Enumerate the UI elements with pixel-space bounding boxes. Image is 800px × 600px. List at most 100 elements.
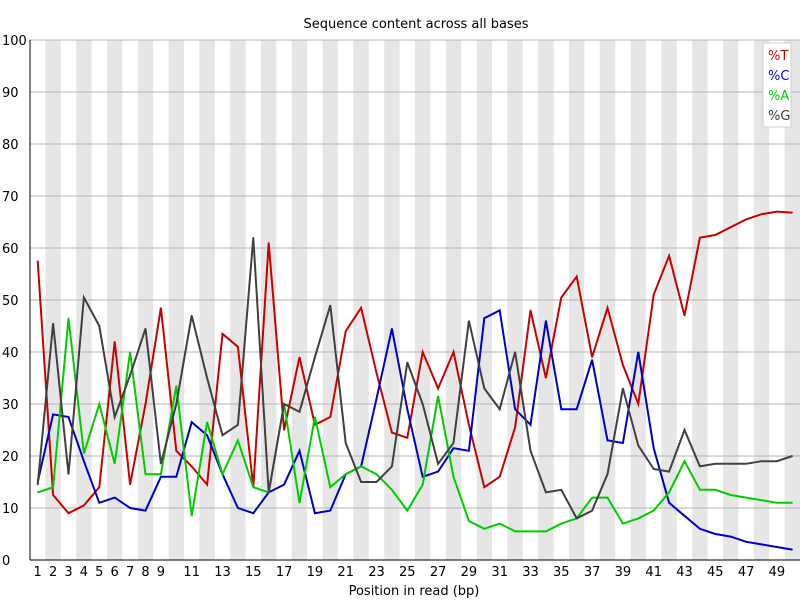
data-point xyxy=(760,213,763,215)
data-point xyxy=(622,442,624,444)
axes xyxy=(29,40,800,561)
data-point xyxy=(560,489,562,491)
data-point xyxy=(283,403,285,405)
x-tick-label: 23 xyxy=(368,565,385,580)
data-point xyxy=(560,523,562,525)
data-point xyxy=(591,359,593,361)
data-point xyxy=(129,507,131,509)
series-g xyxy=(36,237,793,520)
x-tick-label: 15 xyxy=(245,565,262,580)
x-tick-label: 19 xyxy=(307,565,324,580)
data-point xyxy=(237,439,239,441)
data-point xyxy=(637,517,639,520)
data-point xyxy=(483,486,485,488)
data-point xyxy=(114,341,116,343)
data-point xyxy=(391,465,393,467)
x-tick-label: 9 xyxy=(157,565,165,580)
data-point xyxy=(452,447,455,449)
x-tick-label: 4 xyxy=(80,565,88,580)
data-point xyxy=(314,424,316,426)
data-point xyxy=(745,541,747,543)
data-point xyxy=(514,530,516,533)
data-point xyxy=(545,491,547,493)
y-tick-label: 80 xyxy=(2,138,19,153)
x-tick-label: 43 xyxy=(676,565,693,580)
data-point xyxy=(237,424,239,426)
data-point xyxy=(606,473,609,475)
data-point xyxy=(791,502,793,504)
data-point xyxy=(760,543,763,546)
x-tick-label: 3 xyxy=(64,565,72,580)
data-point xyxy=(606,439,609,441)
data-point xyxy=(283,484,285,486)
data-point xyxy=(129,484,131,486)
data-point xyxy=(52,494,54,496)
data-point xyxy=(668,255,670,257)
data-point xyxy=(653,468,655,470)
y-tick-label: 90 xyxy=(2,86,19,101)
data-point xyxy=(437,471,439,473)
data-point xyxy=(329,416,331,418)
data-point xyxy=(745,497,747,499)
data-point xyxy=(360,307,362,309)
series-line xyxy=(36,308,793,551)
data-point xyxy=(730,226,732,228)
x-tick-label: 37 xyxy=(584,565,601,580)
data-point xyxy=(499,408,501,410)
x-tick-label: 8 xyxy=(141,565,149,580)
y-tick-labels: 0 10 20 30 40 50 60 70 80 90 100 xyxy=(2,34,27,569)
y-tick-label: 50 xyxy=(2,294,19,309)
data-point xyxy=(714,489,716,491)
data-point xyxy=(483,387,485,389)
data-point xyxy=(437,463,439,465)
data-point xyxy=(206,484,208,486)
data-point xyxy=(452,476,455,478)
data-point xyxy=(52,486,54,488)
data-point xyxy=(83,460,85,462)
data-point xyxy=(514,351,516,353)
data-point xyxy=(144,328,147,330)
horizontal-gridlines xyxy=(30,39,800,509)
data-point xyxy=(67,416,70,418)
data-point xyxy=(591,510,593,512)
data-point xyxy=(175,403,177,405)
data-point xyxy=(776,460,778,462)
x-tick-label: 11 xyxy=(183,565,200,580)
data-point xyxy=(468,320,470,322)
y-tick-label: 10 xyxy=(2,502,19,517)
data-point xyxy=(345,473,347,475)
data-point xyxy=(576,408,578,410)
legend-entry: %T xyxy=(768,49,788,64)
data-point xyxy=(437,395,439,397)
data-point xyxy=(591,356,593,358)
data-point xyxy=(653,294,655,296)
data-point xyxy=(114,497,116,499)
data-point xyxy=(360,465,362,467)
data-point xyxy=(83,452,85,454)
data-point xyxy=(730,494,732,496)
data-point xyxy=(406,361,408,363)
data-point xyxy=(545,377,547,379)
data-point xyxy=(144,403,147,405)
data-point xyxy=(129,351,131,353)
data-point xyxy=(529,424,532,426)
data-point xyxy=(37,491,39,493)
data-point xyxy=(637,351,639,353)
data-point xyxy=(637,445,639,447)
data-point xyxy=(653,510,655,512)
data-point xyxy=(175,450,177,452)
data-point xyxy=(67,473,70,475)
series-line xyxy=(36,210,793,515)
data-point xyxy=(52,413,54,415)
data-point xyxy=(499,476,501,478)
data-point xyxy=(206,377,208,379)
y-tick-label: 30 xyxy=(2,398,19,413)
data-point xyxy=(98,502,100,504)
x-tick-label: 31 xyxy=(491,565,508,580)
data-point xyxy=(653,447,655,449)
data-point xyxy=(237,507,239,509)
x-tick-label: 27 xyxy=(430,565,447,580)
data-point xyxy=(683,515,686,517)
x-tick-label: 39 xyxy=(615,565,632,580)
data-point xyxy=(375,481,378,483)
